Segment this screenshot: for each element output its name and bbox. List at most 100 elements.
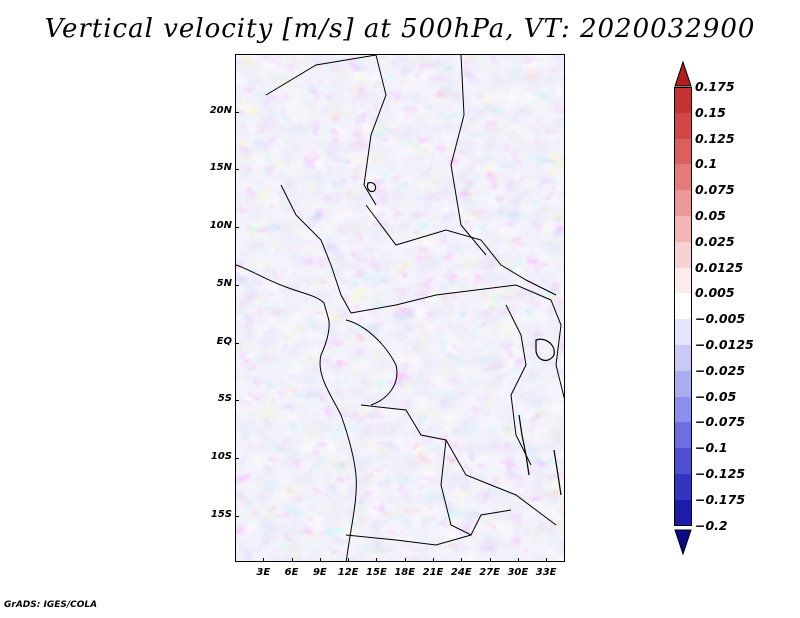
border-congo-drc <box>345 319 398 406</box>
lat-label: 20N <box>209 104 232 116</box>
legend-swatch <box>674 267 692 294</box>
legend-label: 0.175 <box>695 79 735 94</box>
lon-tick <box>433 558 434 562</box>
lat-label: 10N <box>209 220 232 232</box>
legend-swatch <box>674 216 692 242</box>
convective-speckle-gabon <box>306 305 376 395</box>
legend-swatch <box>674 396 692 423</box>
border-zambia-south <box>490 484 557 526</box>
lakes <box>366 182 562 496</box>
lon-tick <box>319 558 321 562</box>
legend-label: −0.175 <box>695 491 746 507</box>
lat-label: 15S <box>210 508 232 520</box>
legend-swatch <box>674 319 692 345</box>
legend-swatch <box>674 190 692 216</box>
legend-swatch <box>674 112 692 139</box>
border-car <box>365 204 557 296</box>
lat-label: 15N <box>209 162 232 174</box>
border-namibia <box>345 534 472 546</box>
legend-swatch <box>674 164 692 191</box>
lon-tick <box>291 558 293 562</box>
legend-label: −0.2 <box>695 517 728 533</box>
lake-tanganyika <box>518 414 530 476</box>
legend-top-arrow <box>674 61 692 87</box>
legend-label: 0.075 <box>695 182 735 198</box>
legend-label: −0.0125 <box>695 337 754 352</box>
legend-label: 0.05 <box>695 208 726 223</box>
lon-label: 12E <box>337 567 359 578</box>
border-nigeria-cameroon <box>280 184 352 314</box>
lon-label: 18E <box>394 567 416 578</box>
lat-label: EQ <box>216 335 232 347</box>
lat-tick <box>235 169 239 171</box>
vertical-velocity-field <box>236 55 564 561</box>
lon-label: 21E <box>422 567 444 578</box>
legend-label: 0.025 <box>695 233 735 249</box>
legend-swatch <box>674 499 692 526</box>
legend-swatch <box>674 474 692 500</box>
legend-swatch <box>674 138 692 165</box>
legend-swatch <box>674 345 692 371</box>
legend-swatch <box>674 293 692 320</box>
legend-swatch <box>674 448 692 474</box>
lon-tick <box>461 558 463 562</box>
lon-tick <box>348 558 350 562</box>
lon-label: 15E <box>366 567 387 578</box>
legend-label: −0.025 <box>695 362 746 378</box>
lat-tick <box>235 458 239 460</box>
legend-swatch <box>674 241 692 268</box>
legend-label: −0.075 <box>695 414 746 430</box>
lon-tick <box>376 558 378 562</box>
lat-tick <box>235 342 239 344</box>
lon-label: 9E <box>312 567 327 578</box>
map-panel[interactable] <box>235 54 565 562</box>
legend-label: 0.0125 <box>695 259 744 275</box>
border-angola-zambia <box>440 439 512 536</box>
legend-label: −0.125 <box>695 466 746 481</box>
legend-label: 0.125 <box>695 130 735 146</box>
lon-tick <box>546 558 548 562</box>
border-drc-angola <box>360 404 492 486</box>
convective-speckle <box>346 385 466 525</box>
lat-tick <box>235 111 239 113</box>
legend-bottom-arrow <box>674 529 692 555</box>
lake-malawi <box>553 449 562 496</box>
lon-tick <box>489 558 491 562</box>
legend-swatch <box>674 422 692 449</box>
lon-label: 24E <box>450 567 472 578</box>
legend-label: 0.15 <box>695 104 726 120</box>
coastline-west-africa <box>236 264 357 561</box>
legend-label: −0.005 <box>695 311 746 327</box>
lat-label: 5S <box>217 393 232 405</box>
lake-victoria <box>535 338 555 362</box>
legend-swatch <box>674 370 692 397</box>
legend-label: 0.1 <box>695 156 718 172</box>
lat-label: 10S <box>210 451 232 463</box>
lon-tick <box>404 558 406 562</box>
border-east <box>550 299 564 400</box>
country-borders <box>236 55 564 561</box>
border-chad-sudan <box>450 55 487 256</box>
page-title: Vertical velocity [m/s] at 500hPa, VT: 2… <box>44 14 756 44</box>
lat-tick <box>235 400 239 402</box>
legend-label: −0.1 <box>695 440 728 456</box>
legend-label: 0.005 <box>695 285 735 301</box>
lon-label: 30E <box>507 567 529 578</box>
legend-swatch <box>674 87 692 113</box>
border-drc-north <box>350 284 552 314</box>
lat-tick <box>235 284 239 286</box>
lon-label: 33E <box>535 567 557 578</box>
lon-tick <box>263 558 265 562</box>
grads-credit: GrADS: IGES/COLA <box>4 600 98 610</box>
lat-tick <box>235 515 239 517</box>
lake-chad <box>366 182 377 193</box>
lat-label: 5N <box>216 277 232 289</box>
border-great-lakes <box>505 304 532 466</box>
lon-label: 6E <box>284 567 299 578</box>
border-niger-chad <box>363 55 387 206</box>
border-libya-chad <box>265 55 377 96</box>
lon-label: 27E <box>479 567 500 578</box>
lat-tick <box>235 227 239 229</box>
lon-tick <box>517 558 519 562</box>
lon-label: 3E <box>256 567 271 578</box>
